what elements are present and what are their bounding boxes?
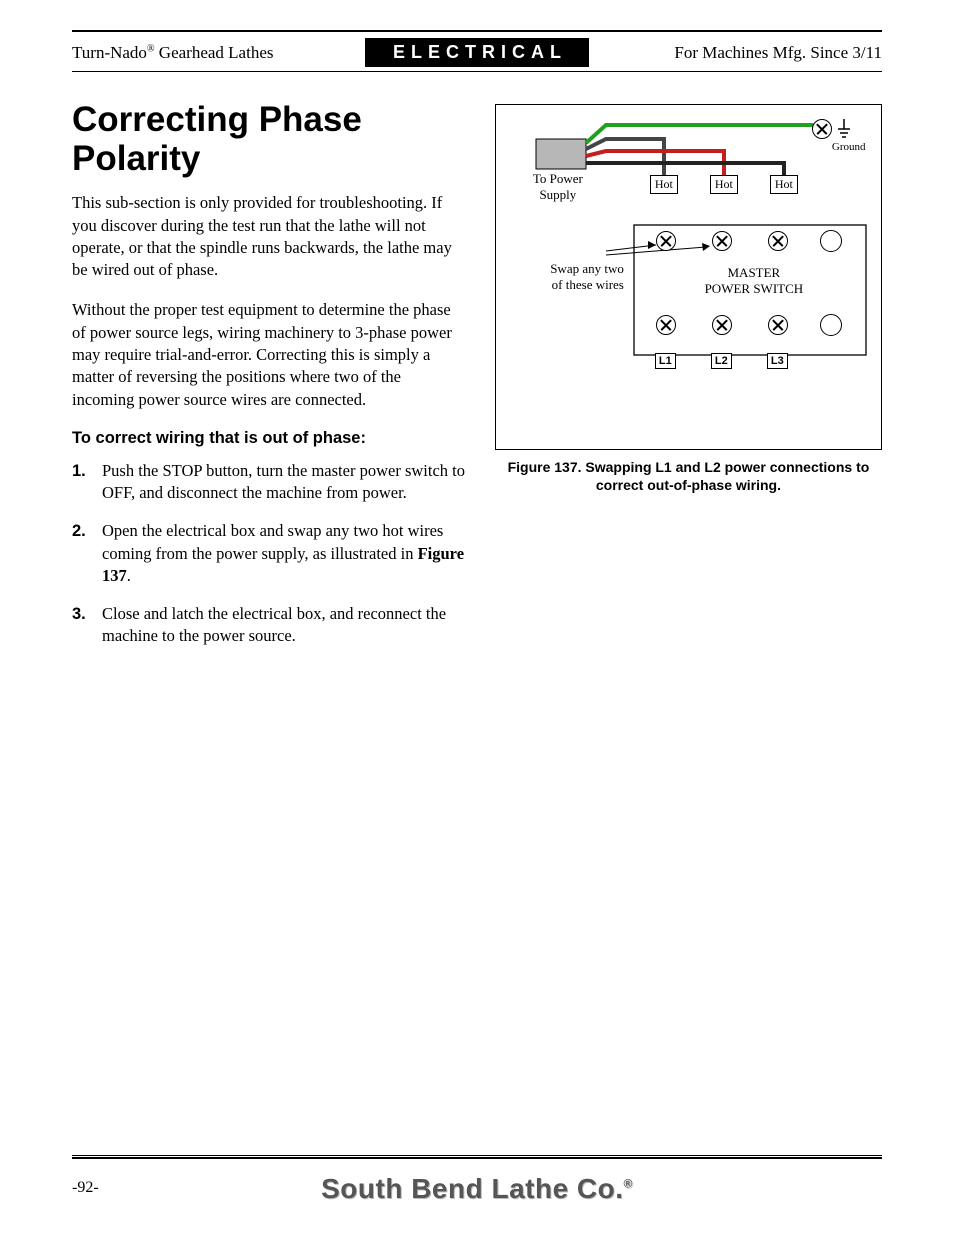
terminal-label-L1: L1: [655, 353, 676, 369]
procedure-step: 2.Open the electrical box and swap any t…: [72, 520, 467, 587]
ground-screw-icon: [812, 119, 832, 139]
hot-label-1: Hot: [650, 175, 678, 194]
paragraph-1: This sub-section is only provided for tr…: [72, 192, 467, 281]
procedure-steps: 1.Push the STOP button, turn the master …: [72, 460, 467, 648]
screw-top-2: [712, 231, 732, 251]
header-right: For Machines Mfg. Since 3/11: [589, 43, 882, 63]
top-rule: [72, 30, 882, 32]
step-text: Open the electrical box and swap any two…: [102, 520, 467, 587]
section-title: Correcting Phase Polarity: [72, 100, 467, 178]
screw-bottom-3: [768, 315, 788, 335]
brand-footer: South Bend Lathe Co.®: [0, 1173, 954, 1205]
header-left: Turn-Nado® Gearhead Lathes: [72, 43, 365, 63]
left-column: Correcting Phase Polarity This sub-secti…: [72, 100, 467, 664]
open-circle-top: [820, 230, 842, 252]
header-section-tab: ELECTRICAL: [365, 38, 589, 67]
figure-137-diagram: Ground Hot Hot Hot MASTERPOWER SWITCH L1 L2 L3 T…: [495, 104, 882, 450]
swap-wires-label: Swap any twoof these wires: [504, 261, 624, 292]
screw-top-1: [656, 231, 676, 251]
terminal-label-L3: L3: [767, 353, 788, 369]
procedure-step: 1.Push the STOP button, turn the master …: [72, 460, 467, 505]
hot-label-2: Hot: [710, 175, 738, 194]
paragraph-2: Without the proper test equipment to det…: [72, 299, 467, 410]
footer-rule: [72, 1155, 882, 1159]
procedure-step: 3.Close and latch the electrical box, an…: [72, 603, 467, 648]
ground-label: Ground: [832, 141, 866, 154]
page-header: Turn-Nado® Gearhead Lathes ELECTRICAL Fo…: [72, 34, 882, 72]
step-text: Push the STOP button, turn the master po…: [102, 460, 467, 505]
screw-bottom-1: [656, 315, 676, 335]
procedure-heading: To correct wiring that is out of phase:: [72, 429, 467, 448]
step-text: Close and latch the electrical box, and …: [102, 603, 467, 648]
figure-caption: Figure 137. Swapping L1 and L2 power con…: [495, 458, 882, 494]
step-number: 1.: [72, 460, 102, 505]
to-power-supply-label: To PowerSupply: [518, 171, 598, 202]
terminal-label-L2: L2: [711, 353, 732, 369]
right-column: Ground Hot Hot Hot MASTERPOWER SWITCH L1 L2 L3 T…: [495, 100, 882, 664]
step-number: 3.: [72, 603, 102, 648]
hot-label-3: Hot: [770, 175, 798, 194]
step-number: 2.: [72, 520, 102, 587]
screw-top-3: [768, 231, 788, 251]
master-switch-label: MASTERPOWER SWITCH: [689, 265, 819, 296]
screw-bottom-2: [712, 315, 732, 335]
content-columns: Correcting Phase Polarity This sub-secti…: [72, 100, 882, 664]
open-circle-bottom: [820, 314, 842, 336]
